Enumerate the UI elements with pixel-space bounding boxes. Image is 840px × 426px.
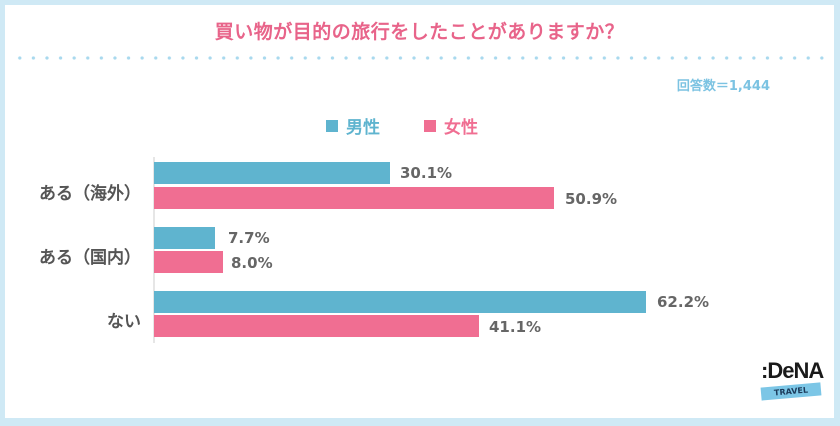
bar-female [154,251,223,273]
legend-label-female: 女性 [444,118,478,138]
value-label-male: 62.2% [657,293,710,311]
bar-male [154,227,215,249]
legend-item-female: 女性 [424,113,478,138]
value-label-male: 7.7% [228,229,270,247]
category-label: ある（海外） [39,184,141,204]
female-swatch-icon [424,119,436,132]
chart-card: 買い物が目的の旅行をしたことがありますか？ 回答数＝1,444 男性 女性 ある… [5,5,834,418]
legend: 男性 女性 [326,113,478,138]
respondent-count: 回答数＝1,444 [676,79,770,94]
logo-brand: :DeNA [761,358,824,383]
legend-item-male: 男性 [326,113,380,138]
category-label: ある（国内） [39,248,141,268]
chart-title: 買い物が目的の旅行をしたことがありますか？ [214,21,625,43]
legend-label-male: 男性 [346,118,380,138]
category-label: ない [107,312,141,332]
logo-sub: TRAVEL [760,382,822,401]
male-swatch-icon [326,119,338,132]
bar-male [154,291,646,313]
y-axis-line [153,157,155,343]
value-label-female: 8.0% [231,254,273,272]
bar-male [154,162,390,184]
dotted-divider [13,56,825,60]
dena-travel-logo: :DeNA TRAVEL [757,358,827,408]
value-label-female: 41.1% [489,318,542,336]
value-label-female: 50.9% [565,190,618,208]
bar-female [154,315,479,337]
bar-female [154,187,554,209]
value-label-male: 30.1% [400,164,453,182]
